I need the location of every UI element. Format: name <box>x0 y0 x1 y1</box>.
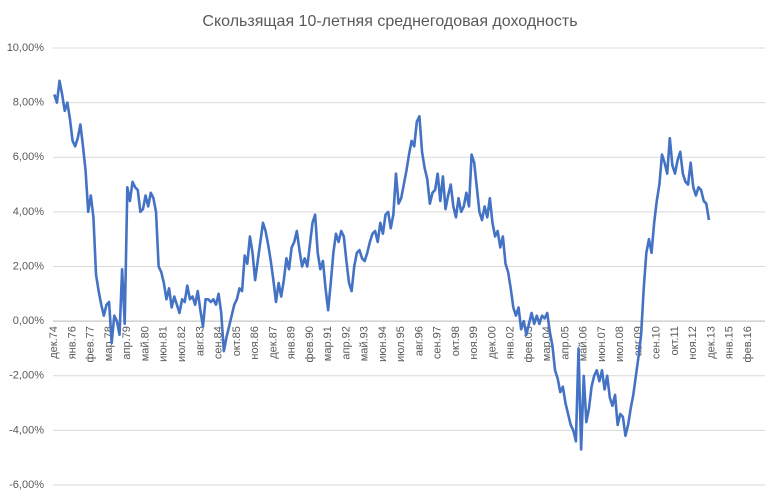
x-tick-label: май.93 <box>359 326 371 361</box>
x-tick-label: июл.82 <box>176 326 188 362</box>
x-tick-label: апр.92 <box>340 326 352 359</box>
x-tick-label: янв.76 <box>66 326 78 359</box>
x-tick-label: янв.89 <box>286 326 298 359</box>
x-tick-label: ноя.12 <box>687 326 699 359</box>
x-tick-label: апр.79 <box>121 326 133 359</box>
x-tick-label: янв.15 <box>724 326 736 359</box>
y-tick-label: -4,00% <box>9 424 44 436</box>
x-tick-label: фев.90 <box>304 326 316 362</box>
x-tick-label: июл.08 <box>614 326 626 362</box>
x-tick-label: ноя.86 <box>249 326 261 359</box>
x-tick-label: апр.05 <box>559 326 571 359</box>
x-tick-label: окт.85 <box>231 326 243 356</box>
y-tick-label: 6,00% <box>13 151 44 163</box>
chart-title: Скользящая 10-летняя среднегодовая доход… <box>202 13 577 30</box>
y-tick-label: -2,00% <box>9 370 44 382</box>
x-tick-label: ноя.99 <box>468 326 480 359</box>
data-line <box>53 79 711 451</box>
x-tick-label: июл.95 <box>395 326 407 362</box>
y-tick-label: 0,00% <box>13 315 44 327</box>
x-tick-label: окт.98 <box>450 326 462 356</box>
y-tick-label: -6,00% <box>9 479 44 491</box>
x-tick-label: фев.77 <box>85 326 97 362</box>
x-tick-label: май.80 <box>139 326 151 361</box>
x-tick-label: июн.94 <box>377 326 389 362</box>
x-tick-label: июн.81 <box>158 326 170 362</box>
x-tick-label: фев.16 <box>742 326 754 362</box>
x-tick-label: авг.96 <box>413 326 425 356</box>
x-tick-label: окт.11 <box>669 326 681 355</box>
x-tick-label: сен.97 <box>432 326 444 359</box>
y-tick-label: 10,00% <box>7 42 45 54</box>
y-tick-label: 8,00% <box>13 97 44 109</box>
y-tick-label: 4,00% <box>13 206 44 218</box>
x-tick-label: дек.87 <box>267 326 279 359</box>
x-tick-label: сен.10 <box>651 326 663 359</box>
x-tick-label: янв.02 <box>505 326 517 359</box>
x-tick-label: май.06 <box>578 326 590 361</box>
x-tick-label: мар.91 <box>322 326 334 361</box>
x-tick-label: июн.07 <box>596 326 608 362</box>
x-tick-label: дек.74 <box>48 326 60 359</box>
x-tick-label: дек.00 <box>486 326 498 359</box>
y-tick-label: 2,00% <box>13 260 44 272</box>
x-tick-label: авг.83 <box>194 326 206 356</box>
x-tick-label: дек.13 <box>705 326 717 359</box>
